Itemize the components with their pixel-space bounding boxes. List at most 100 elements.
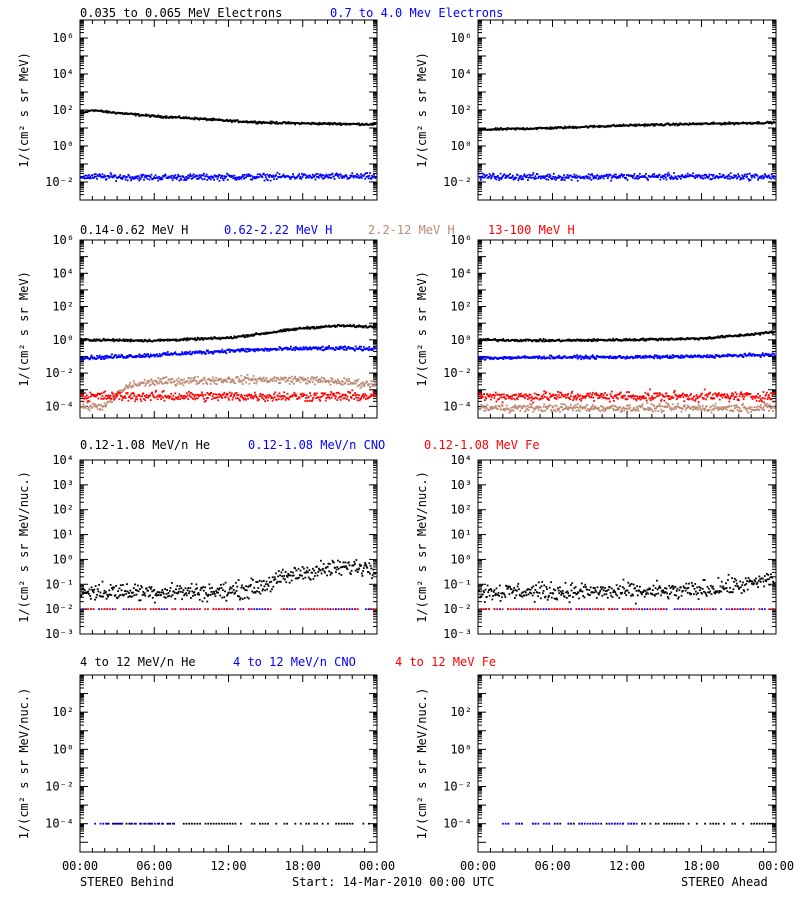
data-point — [108, 355, 111, 358]
data-point — [610, 179, 613, 182]
y-tick-label: 10⁻⁴ — [45, 399, 74, 413]
data-point — [135, 176, 138, 179]
data-point — [219, 176, 222, 179]
data-point — [537, 177, 539, 179]
data-point — [741, 174, 744, 177]
data-point — [678, 124, 681, 126]
data-point — [87, 338, 90, 341]
data-point — [107, 394, 110, 397]
data-point — [205, 119, 208, 122]
data-point — [296, 175, 299, 178]
data-point — [193, 395, 196, 398]
data-point — [239, 348, 242, 351]
data-point — [701, 174, 703, 177]
data-point — [179, 383, 181, 385]
data-point — [510, 177, 513, 179]
data-point — [321, 395, 324, 398]
data-point — [622, 339, 625, 342]
data-point — [653, 123, 656, 126]
data-point — [145, 382, 148, 384]
data-point — [182, 339, 185, 342]
data-point — [92, 177, 95, 179]
data-point — [641, 338, 644, 341]
data-point — [320, 379, 322, 382]
data-point — [265, 348, 268, 350]
data-point — [707, 176, 710, 179]
data-point — [354, 382, 357, 385]
y-tick-label: 10⁰ — [52, 333, 74, 347]
data-point — [212, 380, 215, 383]
data-point — [106, 110, 109, 113]
data-point — [362, 326, 365, 329]
data-point — [327, 393, 330, 396]
data-point — [558, 338, 561, 341]
data-point — [574, 126, 577, 128]
data-point — [550, 177, 552, 179]
data-point — [293, 347, 296, 350]
data-point — [736, 121, 739, 124]
data-point — [167, 394, 170, 397]
data-point — [197, 394, 200, 396]
data-point — [502, 358, 505, 360]
data-point — [283, 378, 286, 381]
data-point — [490, 356, 492, 359]
data-point — [529, 176, 531, 179]
data-point — [505, 356, 507, 358]
data-point — [141, 176, 143, 178]
data-point — [156, 395, 158, 398]
data-point — [576, 179, 579, 182]
data-point — [302, 174, 305, 177]
data-point — [537, 340, 540, 343]
data-point — [300, 378, 303, 381]
data-point — [139, 354, 142, 357]
data-point — [123, 340, 126, 342]
data-point — [178, 179, 181, 182]
data-point — [772, 120, 775, 123]
data-point — [541, 340, 544, 343]
data-point — [360, 325, 363, 328]
data-point — [113, 355, 115, 358]
data-point — [265, 178, 268, 181]
data-point — [518, 177, 520, 180]
data-point — [481, 175, 483, 178]
data-point — [81, 395, 84, 398]
data-point — [676, 177, 679, 180]
y-tick-label: 10⁶ — [450, 31, 472, 45]
data-point — [501, 357, 504, 359]
data-point — [183, 177, 186, 180]
data-point — [120, 176, 123, 179]
data-point — [520, 178, 523, 181]
data-point — [501, 176, 503, 179]
data-point — [724, 123, 727, 126]
data-point — [283, 328, 286, 331]
data-point — [89, 176, 92, 178]
data-point — [373, 175, 376, 178]
data-point — [129, 340, 132, 343]
data-point — [193, 379, 196, 381]
data-point — [305, 397, 307, 399]
data-point — [339, 122, 341, 124]
data-point — [593, 338, 595, 340]
data-point — [770, 121, 772, 124]
data-point — [232, 349, 235, 352]
data-point — [684, 175, 686, 178]
data-point — [344, 346, 347, 349]
data-point — [593, 176, 595, 179]
data-point — [210, 391, 213, 394]
data-point — [119, 174, 122, 176]
data-point — [232, 120, 235, 123]
data-point — [179, 175, 181, 178]
data-point — [121, 391, 124, 394]
data-point — [82, 338, 85, 341]
data-point — [666, 174, 669, 177]
data-point — [320, 176, 323, 179]
data-point — [334, 326, 337, 328]
data-point — [197, 177, 200, 180]
data-point — [572, 125, 574, 128]
data-point — [175, 338, 177, 341]
data-point — [92, 402, 95, 405]
data-point — [174, 174, 177, 177]
data-point — [230, 392, 233, 395]
data-point — [313, 392, 316, 395]
data-point — [544, 338, 547, 341]
